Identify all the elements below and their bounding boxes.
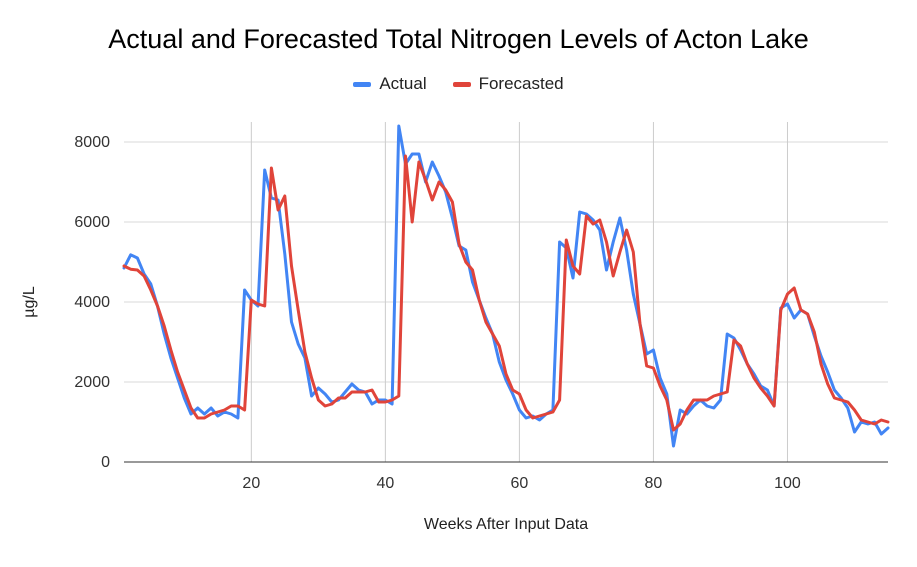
y-axis-label: µg/L	[21, 286, 38, 318]
legend-swatch-forecasted	[452, 81, 471, 87]
y-tick-label: 0	[101, 454, 110, 471]
legend-swatch-actual	[353, 81, 372, 87]
y-tick-label: 6000	[74, 214, 110, 231]
y-tick-label: 4000	[74, 294, 110, 311]
x-tick-label: 60	[511, 475, 529, 492]
legend-label-actual: Actual	[379, 74, 427, 93]
x-tick-label: 40	[376, 475, 394, 492]
chart-title: Actual and Forecasted Total Nitrogen Lev…	[108, 24, 809, 54]
legend-item-actual[interactable]: Actual	[353, 74, 427, 94]
x-tick-label: 100	[774, 475, 801, 492]
tick-layer: 0 2000 4000 6000 8000 20 40 60 80 100	[74, 134, 801, 492]
legend: Actual Forecasted	[0, 74, 917, 94]
series-layer	[122, 124, 890, 448]
legend-item-forecasted[interactable]: Forecasted	[452, 74, 564, 94]
x-tick-label: 80	[645, 475, 663, 492]
legend-label-forecasted: Forecasted	[478, 74, 564, 93]
series-line-forecasted[interactable]	[122, 154, 890, 432]
x-axis-label: Weeks After Input Data	[423, 516, 589, 533]
x-tick-label: 20	[242, 475, 260, 492]
y-tick-label: 2000	[74, 374, 110, 391]
y-tick-label: 8000	[74, 134, 110, 151]
